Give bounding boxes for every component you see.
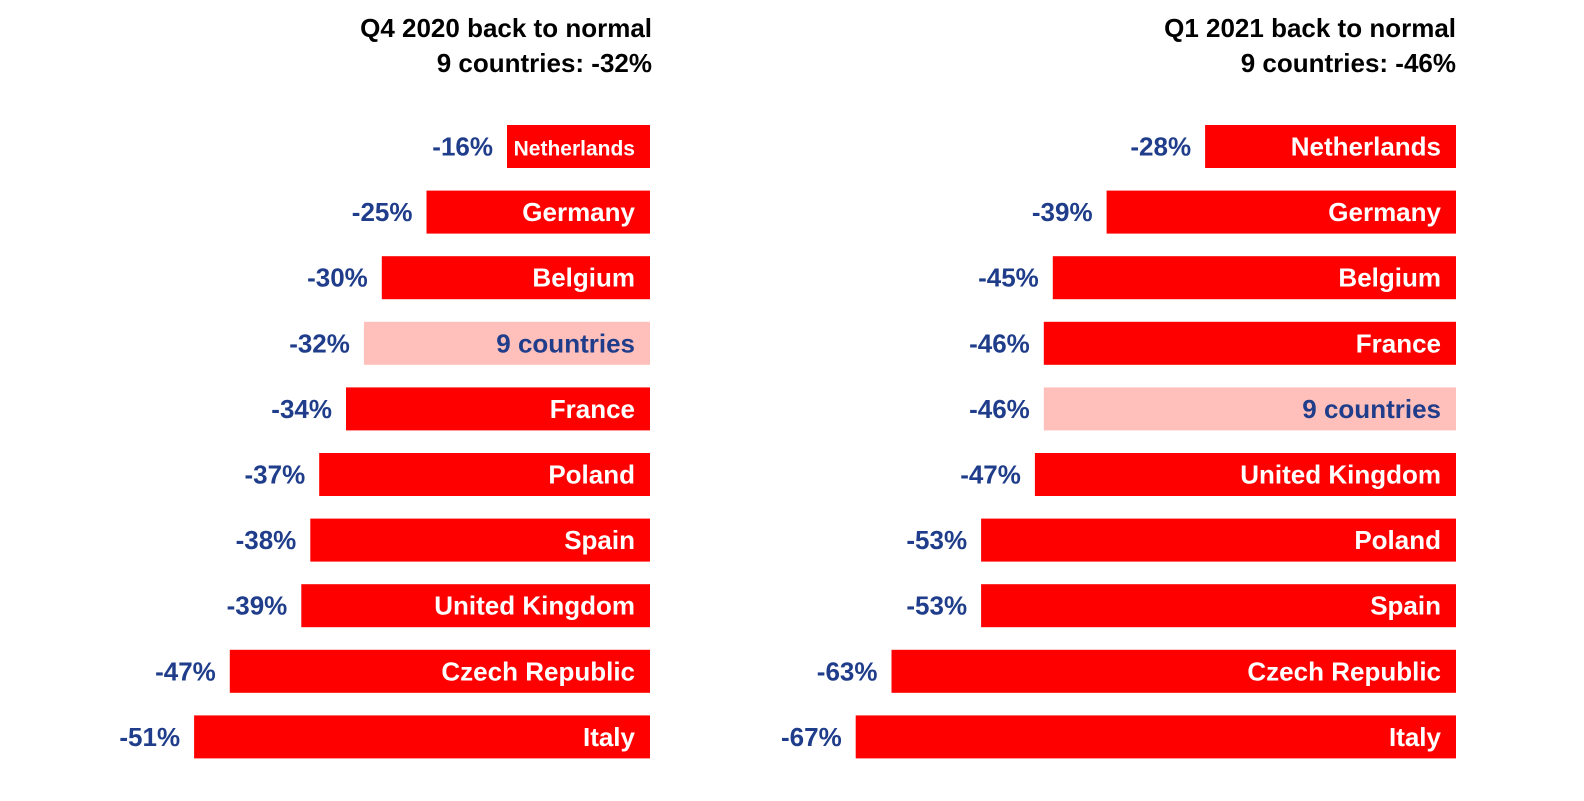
bar-category-label: Spain xyxy=(564,525,635,555)
bar-value-label: -32% xyxy=(289,328,350,358)
bar-category-label: Czech Republic xyxy=(441,656,635,686)
bar-category-label: Spain xyxy=(1370,591,1441,621)
bar-italy xyxy=(194,715,650,759)
bar-germany xyxy=(426,190,650,234)
bar-category-label: Germany xyxy=(522,197,635,227)
chart-title-line-2: 9 countries: -32% xyxy=(437,48,652,78)
bar-value-label: -47% xyxy=(155,656,216,686)
bar-category-label: Italy xyxy=(1389,722,1442,752)
bar-category-label: Netherlands xyxy=(514,138,635,161)
bar-netherlands xyxy=(1205,125,1456,168)
bar-value-label: -63% xyxy=(817,656,878,686)
bar-france xyxy=(346,387,650,431)
bar-value-label: -28% xyxy=(1130,132,1191,162)
bar-category-label: Italy xyxy=(583,722,636,752)
bar-value-label: -25% xyxy=(352,197,413,227)
bar-9-countries xyxy=(363,321,650,365)
bar-united-kingdom xyxy=(1034,453,1456,496)
bar-czech-republic xyxy=(891,649,1456,693)
bar-9-countries xyxy=(1043,387,1456,431)
bar-category-label: Germany xyxy=(1328,197,1441,227)
bar-value-label: -30% xyxy=(307,263,368,293)
bar-spain xyxy=(310,518,650,562)
bar-value-label: -51% xyxy=(119,722,180,752)
bar-italy xyxy=(855,715,1456,759)
bar-spain xyxy=(981,584,1456,628)
bar-value-label: -38% xyxy=(236,525,297,555)
bar-value-label: -37% xyxy=(244,460,305,490)
bar-group: Netherlands -16% Germany -25% Belgium -30% 9 c… xyxy=(119,125,651,759)
bar-category-label: Poland xyxy=(548,460,635,490)
bar-value-label: -47% xyxy=(960,460,1021,490)
bar-belgium xyxy=(1052,256,1456,300)
bar-category-label: Poland xyxy=(1354,525,1441,555)
chart-q4-2020: Q4 2020 back to normal 9 countries: -32%… xyxy=(119,13,652,759)
bar-value-label: -16% xyxy=(432,132,493,162)
bar-value-label: -34% xyxy=(271,394,332,424)
bar-category-label: France xyxy=(550,394,635,424)
bar-value-label: -39% xyxy=(1032,197,1093,227)
bar-value-label: -46% xyxy=(969,328,1030,358)
bar-category-label: Netherlands xyxy=(1291,132,1441,162)
bar-value-label: -53% xyxy=(906,525,967,555)
bar-category-label: 9 countries xyxy=(496,328,635,358)
bar-category-label: 9 countries xyxy=(1302,394,1441,424)
bar-value-label: -45% xyxy=(978,263,1039,293)
bar-category-label: Belgium xyxy=(532,263,635,293)
chart-title-line-1: Q1 2021 back to normal xyxy=(1164,13,1456,43)
bar-belgium xyxy=(381,256,650,300)
bar-category-label: France xyxy=(1356,328,1441,358)
bar-value-label: -46% xyxy=(969,394,1030,424)
chart-title-line-1: Q4 2020 back to normal xyxy=(360,13,652,43)
bar-united-kingdom xyxy=(301,584,650,628)
bar-category-label: Belgium xyxy=(1338,263,1441,293)
bar-netherlands xyxy=(507,125,650,168)
bar-poland xyxy=(981,518,1456,562)
bar-france xyxy=(1043,321,1456,365)
bar-value-label: -39% xyxy=(227,591,288,621)
chart-q1-2021: Q1 2021 back to normal 9 countries: -46%… xyxy=(781,13,1456,759)
bar-category-label: Czech Republic xyxy=(1247,656,1441,686)
bar-group: Netherlands -28% Germany -39% Belgium -45% Fra… xyxy=(781,125,1456,759)
bar-category-label: United Kingdom xyxy=(1240,460,1441,490)
bar-poland xyxy=(319,453,650,496)
chart-title-line-2: 9 countries: -46% xyxy=(1241,48,1456,78)
bar-category-label: United Kingdom xyxy=(434,591,635,621)
bar-value-label: -53% xyxy=(906,591,967,621)
bar-czech-republic xyxy=(229,649,651,693)
bar-germany xyxy=(1106,190,1456,234)
bar-value-label: -67% xyxy=(781,722,842,752)
